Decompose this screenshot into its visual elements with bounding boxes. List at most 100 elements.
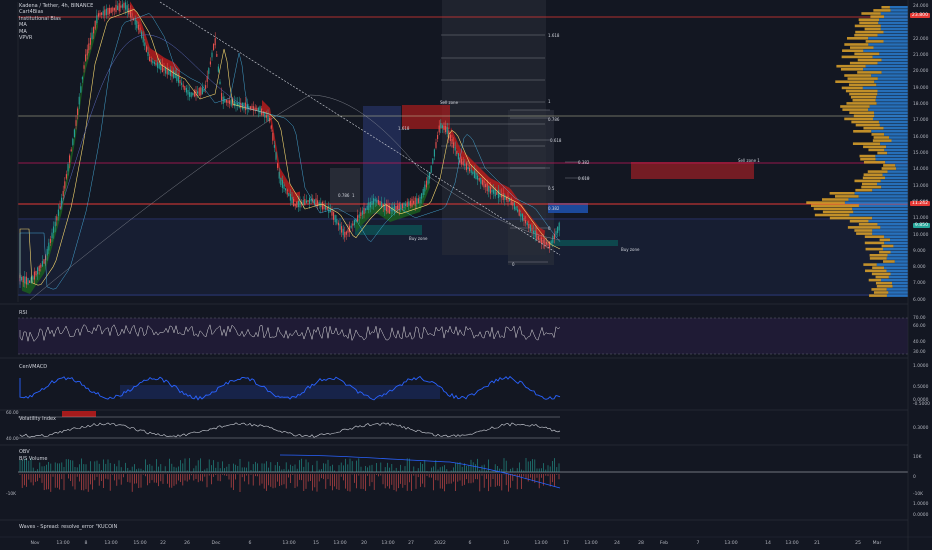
vpvr-bar-sell [846,102,877,105]
price-axis-bg[interactable] [908,0,932,550]
candle-body [411,198,413,207]
candle-body [46,248,48,256]
vpvr-bar-buy [863,68,908,71]
candle-body [131,13,133,21]
candle-body [65,174,67,179]
price-tick: 7.000 [913,281,926,287]
candle-body [291,196,293,204]
candle-body [185,87,187,93]
vpvr-bar-sell [862,176,885,180]
price-tick: 16.000 [913,134,929,140]
vpvr-bar-sell [845,89,878,93]
time-tick: 26 [184,541,190,546]
candle-body [62,190,64,197]
vpvr-bar-sell [867,170,888,173]
vpvr-bar-sell [853,114,875,118]
candle-body [320,202,322,208]
vpvr-bar-sell [849,61,878,65]
vpvr-bar-sell [869,294,887,297]
candle-body [227,100,229,104]
vpvr-bar-buy [884,266,908,269]
indicator-ma-1[interactable]: MA [19,22,27,29]
candle-body [173,70,175,78]
fib-label: 0.382 [578,160,590,165]
price-tick: 6.000 [913,297,926,303]
candle-body [531,228,533,232]
obv-tick: 10K [913,455,922,460]
candle-body [289,194,291,201]
time-tick: 13:00 [282,541,296,546]
vpvr-bar-buy [853,210,908,214]
vpvr-bar-buy [871,130,908,133]
bottom-pane-label[interactable]: Waves - Spread: resolve_error "KUCOIN [19,524,118,530]
indicator-vpvr[interactable]: VPVR [19,35,33,42]
vpvr-bar-sell [829,216,873,220]
bs-volume-pane-label[interactable]: B/S Volume [19,456,48,462]
vpvr-bar-sell [875,275,889,279]
vpvr-bar-buy [887,254,908,257]
vpvr-bar-buy [881,71,908,74]
indicator-institutional-bias[interactable]: Institutional Bias [19,15,61,22]
vpvr-bar-buy [877,92,908,96]
vpvr-bar-sell [861,12,881,15]
candle-body [464,163,466,166]
candle-body [142,36,144,43]
vpvr-bar-buy [875,154,908,158]
candle-body [254,107,256,110]
vpvr-bar-buy [874,114,908,118]
vpvr-bar-sell [842,108,869,111]
cci-pane-label[interactable]: CenVMACD [19,364,48,370]
candle-body [123,3,125,8]
indicator-ma-2[interactable]: MA [19,28,27,35]
candle-body [195,89,197,97]
symbol-title[interactable]: Kadena / Tether, 4h, BINANCE [19,3,94,9]
volatility-pane-label[interactable]: Volatility Index [19,416,56,422]
vpvr-bar-buy [879,18,908,21]
vpvr-bar-buy [883,30,908,34]
vpvr-bar-sell [860,157,876,161]
candle-body [302,200,304,206]
candle-body [150,59,152,63]
candle-body [456,151,458,155]
candle-body [502,193,504,201]
time-tick: 6 [248,541,252,546]
vpvr-bar-sell [806,201,845,204]
vpvr-bar-buy [878,120,908,124]
vpvr-bar-sell [850,95,877,99]
overlays [19,1,561,301]
vpvr-bar-sell [871,272,891,276]
indicator-cart4bias[interactable]: Cart4Bias [19,9,44,16]
candle-body [286,189,288,195]
rsi-tick: 30.00 [913,350,926,355]
candle-body [465,162,467,171]
candle-body [385,204,387,212]
vpvr-bar-buy [886,257,908,260]
candle-body [473,170,475,179]
vpvr-bar-buy [880,27,908,31]
vpvr-bar-sell [865,269,887,273]
candle-body [118,3,120,12]
vpvr-bar-buy [882,247,908,251]
cci-band [120,385,440,399]
vpvr-bar-sell [873,291,889,294]
candle-body [454,147,456,151]
candle-body [433,149,435,157]
candle-body [398,203,400,211]
obv-line [279,454,561,489]
obv-pane-label[interactable]: OBV [19,449,30,455]
candle-body [40,264,42,268]
vpvr-bar-buy [868,43,908,46]
candle-body [555,231,557,235]
vpvr-bar-buy [875,99,908,102]
candle-body [91,32,93,39]
price-tick: 19.000 [913,85,929,91]
vol-line [19,422,561,438]
candle-body [313,199,315,204]
vpvr-bar-sell [858,18,880,21]
obv-tick: 0 [913,475,916,480]
vpvr-bar-buy [868,219,908,223]
rsi-pane-label[interactable]: RSI [19,310,28,316]
candle-body [401,203,403,209]
candle-body [429,172,431,180]
